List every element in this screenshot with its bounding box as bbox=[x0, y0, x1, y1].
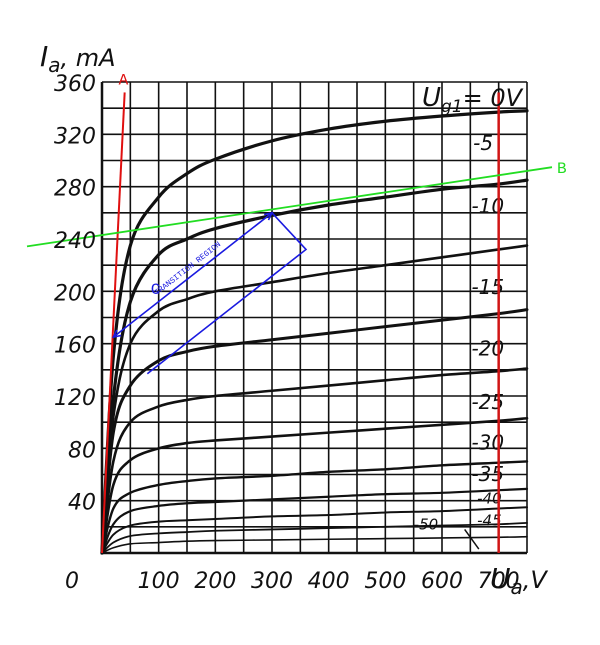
y-tick-label: 40 bbox=[68, 491, 96, 516]
y-tick-label: 320 bbox=[54, 124, 96, 149]
x-tick-label: 500 bbox=[364, 569, 406, 594]
series-curve-0V bbox=[100, 109, 529, 555]
y-axis-label: Ia, mA bbox=[40, 40, 116, 77]
svg-text:Ua,V: Ua,V bbox=[490, 562, 548, 599]
x-tick-label: 300 bbox=[251, 569, 293, 594]
x-tick-label: 700 bbox=[478, 569, 520, 594]
line-a-label: A bbox=[119, 71, 129, 89]
x-axis-label: Ua,V bbox=[490, 562, 548, 599]
x-axis-label-unit: ,V bbox=[523, 566, 549, 594]
series-curve--30 bbox=[100, 460, 529, 555]
parameter-label: Ug1= 0V bbox=[422, 83, 524, 117]
line-a bbox=[101, 92, 126, 554]
y-tick-label: 160 bbox=[54, 334, 96, 359]
y-tick-label: 200 bbox=[54, 281, 96, 306]
svg-text:Ug1= 0V: Ug1= 0V bbox=[422, 83, 524, 117]
region-c-label: C bbox=[151, 281, 161, 299]
series-curve--40 bbox=[101, 506, 528, 554]
series-label--45: -45 bbox=[477, 512, 502, 530]
line-b-label: B bbox=[557, 160, 567, 178]
transition-region-box bbox=[112, 211, 308, 375]
x-axis-label-main: U bbox=[490, 562, 511, 595]
x-tick-label: 100 bbox=[138, 569, 180, 594]
x-tick-label: 200 bbox=[194, 569, 236, 594]
x-tick-label: 400 bbox=[308, 569, 350, 594]
series-label-leader bbox=[464, 529, 480, 550]
series-curve--45 bbox=[101, 522, 528, 554]
param-label-eq: = 0V bbox=[463, 84, 524, 112]
y-axis-label-main: I bbox=[40, 40, 48, 73]
series-label--5: -5 bbox=[473, 131, 493, 155]
x-tick-label: 600 bbox=[421, 569, 463, 594]
curves: -5-10-15-20-25-30-35-40-45-50 bbox=[100, 109, 529, 555]
param-label-main: U bbox=[422, 83, 441, 113]
y-axis-label-sub: a bbox=[48, 53, 60, 77]
x-tick-label: 0 bbox=[65, 569, 79, 594]
line-b bbox=[26, 166, 553, 248]
tick-labels: 40 80 120 160 200 240 280 320 360 0 100 200 300 400 50… bbox=[54, 72, 520, 594]
series-label--40: -40 bbox=[477, 489, 502, 507]
param-label-sub: g1 bbox=[441, 97, 463, 117]
y-axis-label-unit: , mA bbox=[61, 44, 116, 72]
y-tick-label: 280 bbox=[54, 177, 96, 202]
series-label--50: -50 bbox=[414, 515, 439, 533]
series-curve--35 bbox=[100, 487, 529, 555]
x-axis-label-sub: a bbox=[511, 575, 523, 599]
series-curve--5 bbox=[100, 178, 529, 555]
arrowhead bbox=[111, 329, 122, 339]
y-tick-label: 360 bbox=[54, 72, 96, 97]
series-curve--25 bbox=[100, 416, 529, 555]
series-curve--10 bbox=[100, 244, 529, 555]
y-tick-label: 80 bbox=[68, 438, 96, 463]
y-tick-label: 240 bbox=[54, 229, 96, 254]
series-curve--20 bbox=[100, 367, 529, 555]
svg-text:Ia, mA: Ia, mA bbox=[40, 40, 116, 77]
y-tick-label: 120 bbox=[54, 386, 96, 411]
series-curve--15 bbox=[100, 308, 529, 555]
arrowhead bbox=[264, 211, 274, 221]
series-curve--50 bbox=[101, 535, 528, 554]
